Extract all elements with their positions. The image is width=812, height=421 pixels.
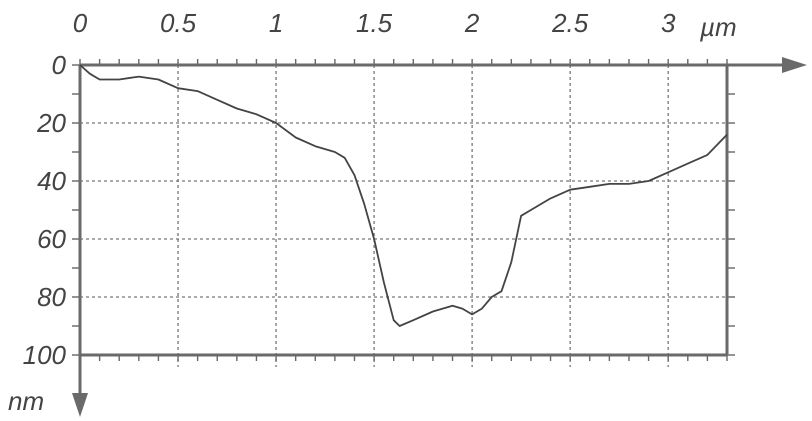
y-tick-label: 100 bbox=[23, 340, 67, 370]
tick-labels: 0 0.5 1 1.5 2 2.5 3 0 20 40 60 80 100 bbox=[23, 8, 676, 370]
y-tick-label: 20 bbox=[36, 108, 66, 138]
series-layer bbox=[79, 64, 728, 327]
y-tick-label: 60 bbox=[37, 224, 66, 254]
x-tick-label: 3 bbox=[661, 8, 676, 38]
x-tick-label: 1 bbox=[269, 8, 283, 38]
grid-lines bbox=[80, 65, 727, 367]
y-unit-label: nm bbox=[8, 386, 44, 416]
x-tick-label: 0.5 bbox=[160, 8, 197, 38]
x-tick-label: 2 bbox=[464, 8, 480, 38]
x-tick-label: 2.5 bbox=[551, 8, 589, 38]
y-tick-label: 40 bbox=[37, 166, 66, 196]
x-axis-arrow bbox=[782, 57, 807, 73]
x-tick-label: 0 bbox=[73, 8, 88, 38]
plot-frame bbox=[72, 57, 807, 417]
y-tick-label: 80 bbox=[37, 282, 66, 312]
y-axis-arrow bbox=[72, 393, 88, 417]
x-tick-label: 1.5 bbox=[356, 8, 393, 38]
x-unit-label: µm bbox=[699, 12, 737, 42]
series-line-0 bbox=[79, 64, 728, 327]
y-tick-label: 0 bbox=[52, 50, 67, 80]
minor-ticks bbox=[72, 59, 735, 361]
